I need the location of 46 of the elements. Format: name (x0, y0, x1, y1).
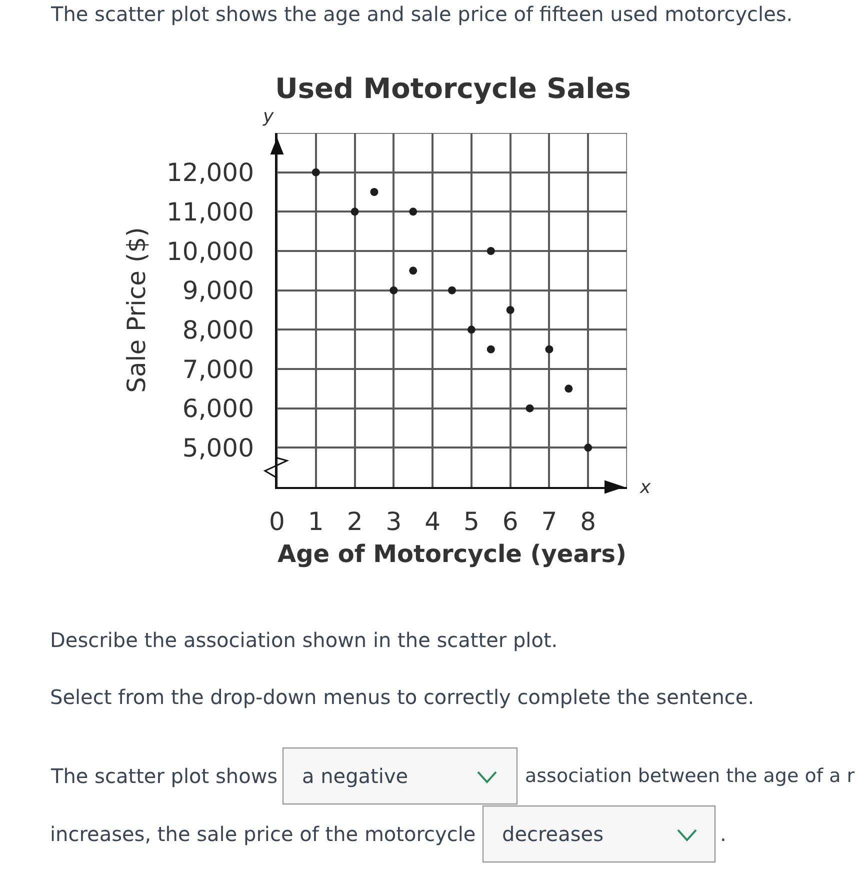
point (312, 168, 320, 176)
text: y (262, 106, 274, 127)
point (390, 286, 398, 294)
y-tick-label: 11,000 (166, 197, 254, 226)
text: a negative (302, 764, 408, 788)
text: Describe the association shown in the scatter plot. (50, 628, 558, 652)
point (350, 208, 359, 216)
text: decreases (502, 822, 604, 846)
point (506, 306, 514, 314)
point (545, 345, 554, 354)
point (448, 286, 456, 294)
point (486, 345, 495, 354)
point (467, 326, 476, 334)
y-tick-label: 9,000 (182, 276, 254, 306)
chart-title: Used Motorcycle Sales (275, 72, 631, 105)
text: association between the age of a r (525, 765, 855, 787)
point (584, 444, 592, 452)
text: increases, the sale price of the motorcycle (50, 822, 476, 846)
y-tick-label: 8,000 (182, 315, 254, 344)
x-tick-label: 7 (541, 507, 558, 536)
x-tick-label: 8 (580, 507, 596, 536)
x-axis-title: Age of Motorcycle (years) (278, 540, 626, 568)
x-tick-label: 1 (308, 507, 324, 536)
x-tick-label: 0 (269, 507, 285, 536)
point (409, 208, 418, 216)
point (486, 247, 495, 255)
y-tick-label: 6,000 (182, 394, 254, 424)
x-tick-label: 6 (502, 507, 518, 536)
y-tick-label: 10,000 (166, 236, 254, 266)
text: . (720, 822, 726, 846)
point (409, 266, 418, 275)
point (564, 384, 573, 393)
text: The scatter plot shows the age and sale price of fifteen used motorcycles. (50, 2, 793, 26)
text: x (639, 477, 651, 498)
x-tick-label: 2 (346, 507, 363, 536)
y-tick-label: 5,000 (182, 433, 254, 462)
y-axis-title: Sale Price ($) (122, 227, 151, 393)
x-tick-label: 5 (463, 507, 480, 536)
y-tick-label: 7,000 (182, 354, 254, 384)
text: The scatter plot shows (50, 764, 278, 788)
point (526, 404, 534, 412)
x-tick-label: 4 (424, 507, 441, 536)
y-tick-label: 12,000 (166, 158, 254, 188)
x-tick-label: 3 (386, 507, 402, 536)
point (370, 188, 378, 196)
text: Select from the drop-down menus to correctly complete the sentence. (50, 685, 754, 709)
